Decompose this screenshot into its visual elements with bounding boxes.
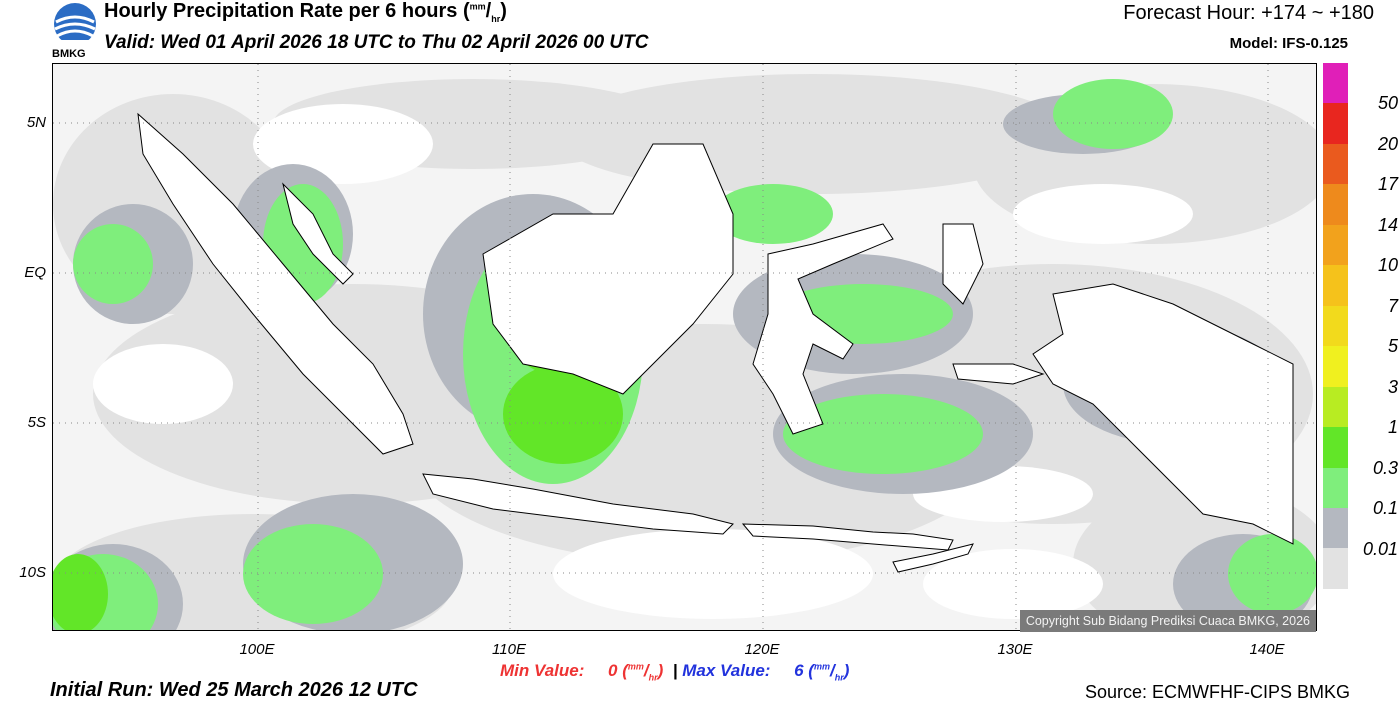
lat-label-5n: 5N xyxy=(26,114,46,131)
sumatra xyxy=(137,112,414,455)
copyright-note: Copyright Sub Bidang Prediksi Cuaca BMKG… xyxy=(1019,610,1316,632)
title-close: ) xyxy=(500,0,507,22)
colorbar-segment xyxy=(1323,467,1348,508)
lon-label-130e: 130E xyxy=(997,641,1033,658)
colorbar-label: 17 xyxy=(1377,174,1398,195)
colorbar-label: 0.01 xyxy=(1362,538,1398,559)
lon-label-140e: 140E xyxy=(1249,641,1285,658)
min-value: 0 xyxy=(608,661,618,680)
graticule xyxy=(53,64,1316,630)
colorbar-segment xyxy=(1323,184,1348,225)
min-max-values: Min Value: 0 (mm/hr) | Max Value: 6 (mm/… xyxy=(500,661,850,683)
logo-text: BMKG xyxy=(52,48,86,60)
bmkg-logo xyxy=(50,2,100,62)
colorbar-segment xyxy=(1323,63,1348,104)
colorbar-segment xyxy=(1323,548,1348,589)
max-unit-sub: hr xyxy=(834,672,844,683)
title-unit-sub: hr xyxy=(491,14,501,24)
max-label: Max Value: xyxy=(682,661,771,680)
lat-label-eq: EQ xyxy=(24,264,46,281)
valid-time: Valid: Wed 01 April 2026 18 UTC to Thu 0… xyxy=(104,32,649,53)
colorbar-label: 5 xyxy=(1387,336,1398,357)
colorbar-label: 14 xyxy=(1377,214,1398,235)
lon-label-110e: 110E xyxy=(492,641,526,658)
data-source: Source: ECMWFHF-CIPS BMKG xyxy=(1084,682,1350,702)
colorbar-segment xyxy=(1323,103,1348,144)
lat-label-10s: 10S xyxy=(19,564,46,581)
colorbar-segment xyxy=(1323,265,1348,306)
lesser-sunda xyxy=(741,523,954,551)
colorbar xyxy=(1323,63,1348,589)
chart-title: Hourly Precipitation Rate per 6 hours (m… xyxy=(104,0,507,24)
precipitation-map xyxy=(52,63,1317,631)
colorbar-segment xyxy=(1323,427,1348,468)
colorbar-label: 0.3 xyxy=(1372,457,1398,478)
malay-peninsula xyxy=(282,182,354,285)
colorbar-label: 1 xyxy=(1387,417,1398,438)
lat-label-5s: 5S xyxy=(27,414,46,431)
title-unit-sup: mm xyxy=(469,1,486,12)
colorbar-segment xyxy=(1323,346,1348,387)
timor xyxy=(892,543,974,573)
max-unit-sup: mm xyxy=(813,661,830,672)
colorbar-label: 0.1 xyxy=(1372,498,1398,519)
new-guinea xyxy=(1032,283,1294,545)
colorbar-label: 10 xyxy=(1377,255,1398,276)
lon-label-100e: 100E xyxy=(239,641,275,658)
field-none xyxy=(93,104,1193,619)
colorbar-label: 7 xyxy=(1387,295,1398,316)
borneo xyxy=(482,143,734,395)
colorbar-label: 50 xyxy=(1377,93,1398,114)
colorbar-label: 20 xyxy=(1377,133,1398,154)
title-main: Hourly Precipitation Rate per 6 hours ( xyxy=(104,0,470,22)
colorbar-segment xyxy=(1323,224,1348,266)
lon-label-120e: 120E xyxy=(744,641,780,658)
colorbar-segment xyxy=(1323,305,1348,347)
colorbar-segment xyxy=(1323,507,1348,549)
forecast-hour: Forecast Hour: +174 ~ +180 xyxy=(1123,2,1374,24)
map-canvas xyxy=(53,64,1316,630)
min-unit-sub: hr xyxy=(648,672,658,683)
seram xyxy=(952,363,1045,385)
max-value: 6 xyxy=(794,661,804,680)
colorbar-label: 3 xyxy=(1387,376,1398,397)
initial-run: Initial Run: Wed 25 March 2026 12 UTC xyxy=(50,679,418,701)
min-unit-sup: mm xyxy=(627,661,644,672)
colorbar-segment xyxy=(1323,386,1348,428)
colorbar-segment xyxy=(1323,143,1348,185)
java xyxy=(422,473,734,535)
land-outlines xyxy=(137,112,1294,573)
min-label: Min Value: xyxy=(500,661,585,680)
maluku xyxy=(942,223,984,305)
sulawesi xyxy=(752,223,894,435)
min-max-separator: | xyxy=(672,661,678,680)
model-name: Model: IFS-0.125 xyxy=(1229,35,1348,52)
